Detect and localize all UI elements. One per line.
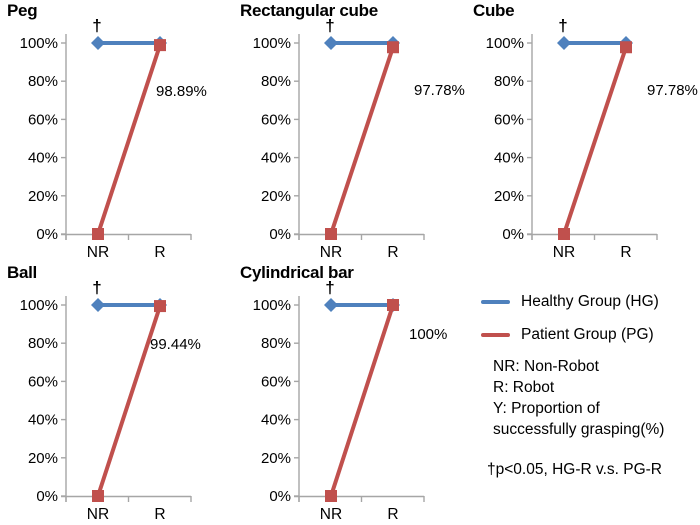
svg-text:80%: 80% — [261, 73, 291, 90]
svg-text:20%: 20% — [494, 188, 524, 205]
note-nr: NR: Non-Robot — [493, 358, 599, 375]
chart-cube: Cube 0% 20% 40% 60% 80% 100% NR R † 97.78% — [466, 0, 699, 262]
svg-text:NR: NR — [87, 506, 109, 523]
svg-text:99.44%: 99.44% — [150, 336, 201, 353]
plot-area-ball: 0% 20% 40% 60% 80% 100% NR R † 99.44% — [20, 278, 201, 523]
svg-text:98.89%: 98.89% — [156, 83, 207, 100]
chart-title-rectangular-cube: Rectangular cube — [240, 1, 378, 20]
svg-text:100%: 100% — [409, 326, 447, 343]
plot-area-peg: 0% 20% 40% 60% 80% 100% NR R † 98.89% — [20, 16, 207, 261]
chart-rectangular-cube: Rectangular cube 0% 20% 40% 60% 80% 100% NR R † 9… — [233, 0, 466, 262]
svg-text:R: R — [154, 506, 165, 523]
svg-text:20%: 20% — [28, 450, 58, 467]
svg-text:60%: 60% — [261, 111, 291, 128]
svg-text:40%: 40% — [28, 150, 58, 167]
svg-text:0%: 0% — [269, 488, 291, 505]
legend-label-healthy-group: Healthy Group (HG) — [521, 293, 659, 310]
svg-text:80%: 80% — [28, 335, 58, 352]
svg-text:20%: 20% — [28, 188, 58, 205]
significance-note: †p<0.05, HG-R v.s. PG-R — [487, 461, 663, 478]
svg-text:60%: 60% — [28, 373, 58, 390]
svg-text:100%: 100% — [253, 297, 291, 314]
chart-ball: Ball 0% 20% 40% 60% 80% 100% NR R † 99.44% — [0, 262, 233, 524]
svg-text:80%: 80% — [28, 73, 58, 90]
svg-text:60%: 60% — [261, 373, 291, 390]
chart-title-cube: Cube — [473, 1, 515, 20]
svg-text:40%: 40% — [261, 412, 291, 429]
svg-text:0%: 0% — [36, 226, 58, 243]
chart-title-peg: Peg — [7, 1, 38, 20]
svg-text:NR: NR — [320, 244, 342, 261]
svg-text:40%: 40% — [261, 150, 291, 167]
svg-text:80%: 80% — [261, 335, 291, 352]
svg-text:†: † — [558, 16, 567, 35]
svg-text:NR: NR — [553, 244, 575, 261]
svg-text:100%: 100% — [253, 35, 291, 52]
svg-text:80%: 80% — [494, 73, 524, 90]
plot-area-rectangular-cube: 0% 20% 40% 60% 80% 100% NR R † 97.78% — [253, 16, 465, 261]
svg-text:R: R — [387, 244, 398, 261]
svg-text:0%: 0% — [269, 226, 291, 243]
svg-text:†: † — [92, 16, 101, 35]
legend-panel: Healthy Group (HG) Patient Group (PG) NR… — [466, 262, 700, 525]
chart-title-cylindrical-bar: Cylindrical bar — [240, 263, 354, 282]
svg-text:†: † — [325, 278, 334, 297]
healthy-group-line-swatch — [481, 300, 510, 304]
plot-area-cylindrical-bar: 0% 20% 40% 60% 80% 100% NR R † 100% — [253, 278, 448, 523]
svg-text:97.78%: 97.78% — [647, 82, 698, 99]
svg-text:R: R — [387, 506, 398, 523]
chart-cylindrical-bar: Cylindrical bar 0% 20% 40% 60% 80% 100% NR R † 10… — [233, 262, 466, 524]
patient-group-line-swatch — [481, 333, 510, 337]
note-r: R: Robot — [493, 379, 555, 396]
svg-text:†: † — [92, 278, 101, 297]
svg-text:100%: 100% — [486, 35, 524, 52]
note-y-line2: successfully grasping(%) — [493, 421, 665, 438]
svg-text:40%: 40% — [28, 412, 58, 429]
plot-area-cube: 0% 20% 40% 60% 80% 100% NR R † 97.78% — [486, 16, 698, 261]
note-y-line1: Y: Proportion of — [493, 400, 600, 417]
svg-text:100%: 100% — [20, 297, 58, 314]
abbreviation-notes: NR: Non-Robot R: Robot Y: Proportion of … — [493, 356, 664, 440]
svg-text:NR: NR — [320, 506, 342, 523]
legend-label-patient-group: Patient Group (PG) — [521, 326, 654, 343]
chart-peg: Peg 0% 20% 40% 60% 80% 100% NR R † 98.89% — [0, 0, 233, 262]
svg-text:†: † — [325, 16, 334, 35]
chart-title-ball: Ball — [7, 263, 37, 282]
svg-text:R: R — [154, 244, 165, 261]
legend-item-patient-group: Patient Group (PG) — [481, 326, 654, 344]
svg-text:NR: NR — [87, 244, 109, 261]
svg-text:R: R — [620, 244, 631, 261]
svg-text:97.78%: 97.78% — [414, 82, 465, 99]
svg-text:0%: 0% — [36, 488, 58, 505]
svg-text:20%: 20% — [261, 450, 291, 467]
svg-text:20%: 20% — [261, 188, 291, 205]
svg-text:0%: 0% — [502, 226, 524, 243]
svg-text:100%: 100% — [20, 35, 58, 52]
legend-item-healthy-group: Healthy Group (HG) — [481, 293, 659, 311]
svg-text:40%: 40% — [494, 150, 524, 167]
svg-text:60%: 60% — [28, 111, 58, 128]
svg-text:60%: 60% — [494, 111, 524, 128]
